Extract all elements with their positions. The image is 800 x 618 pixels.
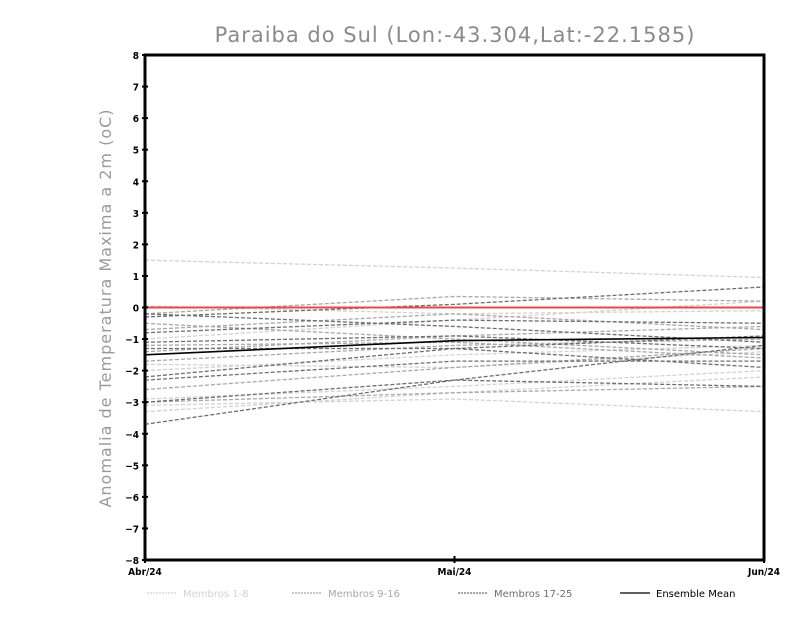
member-line-g3-3	[144, 335, 765, 350]
member-line-g1-1	[144, 259, 765, 279]
y-ticks: −8 −7 −6 −5 −4 −3 −2 −1 0 1 2 3 4 5 6 7 8	[125, 51, 148, 567]
member-line-g3-2	[144, 319, 765, 334]
chart-title: Paraiba do Sul (Lon:-43.304,Lat:-22.1585…	[215, 23, 696, 47]
y-tick-label: −3	[125, 398, 139, 409]
y-tick-label: 6	[133, 114, 139, 125]
ensemble-mean-line	[144, 336, 765, 356]
member-line-g1-7	[144, 351, 765, 369]
y-axis-label: Anomalia de Temperatura Maxima a 2m (oC)	[96, 108, 115, 507]
member-line-g3-7	[144, 379, 765, 403]
member-line-g3-6	[144, 360, 764, 381]
legend-label: Membros 17-25	[494, 589, 572, 600]
y-tick-label: −1	[125, 335, 139, 346]
legend: Membros 1-8 Membros 9-16 Membros 17-25 Ense…	[147, 589, 735, 600]
member-line-g2-5	[144, 347, 765, 391]
y-tick-label: −5	[125, 461, 139, 472]
series-lines	[144, 259, 765, 425]
member-line-g3-8	[144, 344, 765, 425]
member-line-g3-1	[144, 286, 765, 318]
x-ticks: Abr/24 Mai/24 Jun/24	[128, 556, 780, 578]
x-tick-label: Abr/24	[128, 567, 162, 578]
y-tick-label: 3	[133, 209, 139, 220]
y-tick-label: 8	[133, 51, 139, 62]
legend-label: Membros 9-16	[328, 589, 400, 600]
member-line-g2-7	[144, 338, 765, 362]
member-line-g1-5	[144, 376, 765, 413]
x-tick-label: Mai/24	[438, 567, 472, 578]
y-tick-label: 7	[133, 83, 139, 94]
member-line-g1-4	[144, 398, 765, 413]
y-tick-label: 4	[133, 177, 139, 188]
y-tick-label: 2	[133, 240, 139, 251]
member-line-g2-2	[144, 313, 765, 331]
y-tick-label: 0	[133, 304, 139, 315]
y-tick-label: −8	[125, 556, 139, 567]
y-tick-label: 1	[133, 272, 139, 283]
member-line-g2-8	[144, 385, 765, 403]
y-tick-label: −4	[125, 430, 139, 441]
member-line-g3-9	[144, 313, 765, 343]
legend-label: Ensemble Mean	[656, 589, 735, 600]
y-tick-label: −6	[125, 493, 139, 504]
member-line-g2-3	[144, 341, 765, 359]
y-tick-label: −7	[125, 524, 139, 535]
member-line-g3-5	[144, 335, 765, 378]
y-tick-label: −2	[125, 367, 139, 378]
y-tick-label: 5	[133, 146, 139, 157]
legend-label: Membros 1-8	[183, 589, 249, 600]
x-tick-label: Jun/24	[747, 567, 780, 578]
member-line-g2-1	[144, 295, 765, 315]
